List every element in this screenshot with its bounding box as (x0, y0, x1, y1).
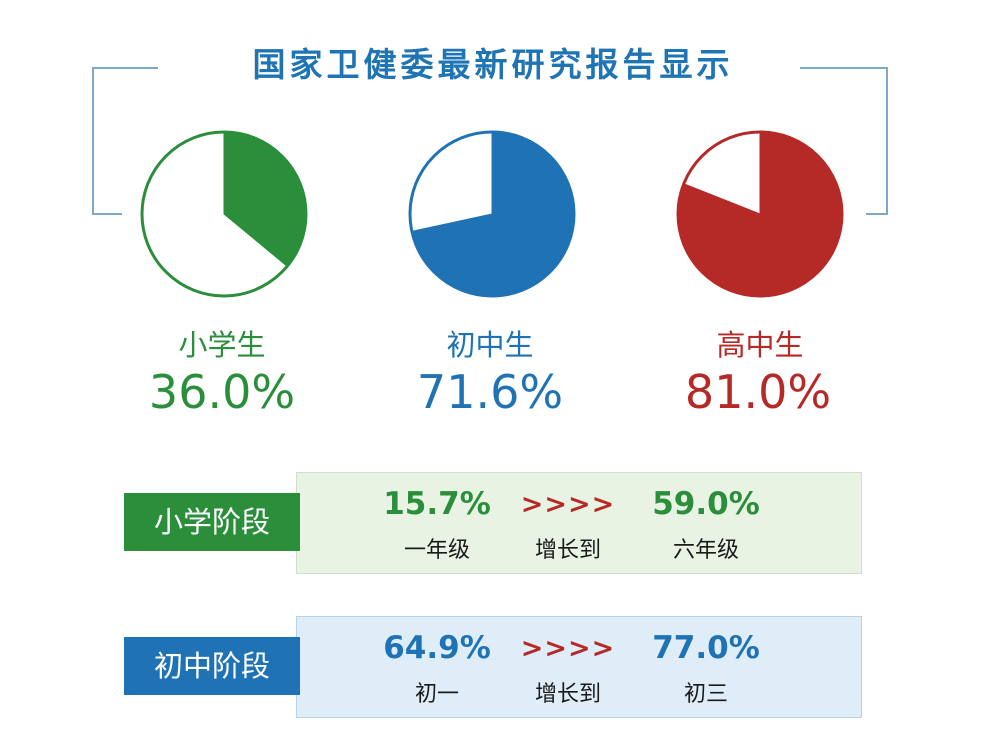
chart-title: 国家卫健委最新研究报告显示 (252, 45, 734, 84)
primary-stage-tag: 小学阶段 (124, 493, 300, 551)
pie-slice-high (677, 131, 843, 297)
primary-mid-label: 增长到 (534, 538, 601, 563)
pie-value-middle: 71.6% (416, 365, 564, 419)
middle-from-value: 64.9% (383, 630, 491, 666)
middle-from-label: 初一 (414, 682, 459, 707)
middle-to-label: 初三 (683, 682, 728, 707)
primary-from-value: 15.7% (383, 486, 491, 522)
frame-top-left (92, 67, 158, 69)
primary-stage-panel (296, 472, 862, 574)
pie-slice-primary (223, 131, 307, 267)
primary-arrows: >>>> (520, 489, 616, 520)
middle-stage-panel (296, 616, 862, 718)
middle-to-value: 77.0% (652, 630, 760, 666)
middle-stage-tag: 初中阶段 (124, 637, 300, 695)
pie-slice-middle (411, 131, 575, 297)
pie-middle-school (408, 130, 576, 298)
pie-label-high: 高中生 (716, 328, 804, 362)
pie-charts (140, 130, 844, 298)
frame-right (886, 67, 888, 215)
primary-from-label: 一年级 (403, 538, 470, 563)
pie-high-school (676, 130, 844, 298)
pie-value-primary: 36.0% (148, 365, 296, 419)
primary-to-value: 59.0% (652, 486, 760, 522)
primary-to-label: 六年级 (672, 538, 739, 563)
frame-bottom-right (866, 213, 888, 215)
frame-top-right (800, 67, 888, 69)
middle-arrows: >>>> (520, 633, 616, 664)
middle-mid-label: 增长到 (534, 682, 601, 707)
frame-left (92, 67, 94, 215)
frame-bottom-left (92, 213, 122, 215)
pie-label-primary: 小学生 (178, 328, 266, 362)
pie-value-high: 81.0% (684, 365, 832, 419)
pie-label-middle: 初中生 (446, 328, 534, 362)
pie-primary-school (140, 130, 308, 298)
